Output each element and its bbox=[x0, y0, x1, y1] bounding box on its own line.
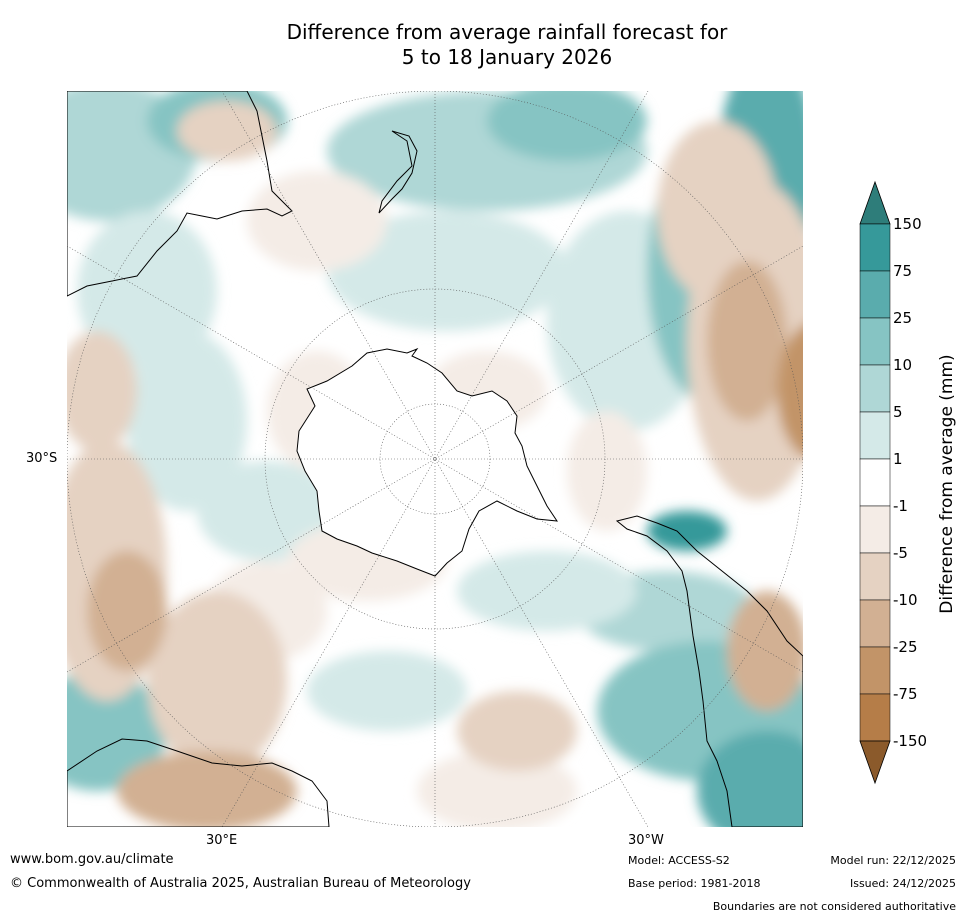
colorbar-extend-bottom bbox=[859, 740, 891, 785]
anomaly-patch bbox=[327, 211, 567, 331]
colorbar-swatch bbox=[859, 317, 891, 366]
anomaly-patch bbox=[127, 331, 247, 511]
footer-model: Model: ACCESS-S2 bbox=[628, 854, 730, 867]
anomaly-patch bbox=[727, 591, 803, 711]
colorbar-swatch bbox=[859, 364, 891, 413]
map-title-line1: Difference from average rainfall forecas… bbox=[286, 20, 728, 44]
new-zealand-coastline bbox=[378, 130, 418, 214]
anomaly-patch bbox=[487, 91, 647, 161]
anomaly-patch bbox=[67, 331, 137, 451]
rainfall-anomaly-map bbox=[67, 91, 803, 827]
colorbar-tick-label: -1 bbox=[893, 497, 908, 515]
colorbar-tick-label: -10 bbox=[893, 591, 918, 609]
colorbar-tick-label: -75 bbox=[893, 685, 918, 703]
map-title-line2: 5 to 18 January 2026 bbox=[401, 45, 613, 69]
anomaly-patch bbox=[567, 411, 647, 531]
lat-label-30s: 30°S bbox=[26, 451, 58, 466]
colorbar-tick-label: 25 bbox=[893, 309, 913, 327]
anomaly-patch bbox=[697, 731, 803, 827]
footer-url[interactable]: www.bom.gov.au/climate bbox=[10, 852, 174, 867]
colorbar-swatch bbox=[859, 693, 891, 742]
anomaly-patch bbox=[417, 751, 577, 827]
footer-issued: Issued: 24/12/2025 bbox=[849, 877, 956, 890]
anomaly-field bbox=[67, 91, 803, 827]
legend-colorbar bbox=[859, 180, 891, 785]
anomaly-patch bbox=[457, 691, 577, 771]
anomaly-patch bbox=[657, 121, 777, 301]
colorbar-swatch bbox=[859, 458, 891, 507]
anomaly-patch bbox=[117, 751, 297, 827]
colorbar-tick-label: 10 bbox=[893, 356, 913, 374]
footer-base-period: Base period: 1981-2018 bbox=[628, 877, 761, 890]
colorbar-tick-label: 1 bbox=[893, 450, 903, 468]
australia-coastline bbox=[67, 91, 293, 297]
footer-model-run: Model run: 22/12/2025 bbox=[830, 854, 956, 867]
anomaly-patch bbox=[647, 511, 727, 551]
colorbar-tick-label: 75 bbox=[893, 262, 913, 280]
footer-copyright: © Commonwealth of Australia 2025, Austra… bbox=[10, 876, 471, 891]
south-america-coastline bbox=[615, 515, 803, 827]
map-title: Difference from average rainfall forecas… bbox=[0, 20, 965, 70]
anomaly-patch bbox=[147, 591, 287, 771]
anomaly-patch bbox=[247, 171, 387, 271]
colorbar-swatch bbox=[859, 411, 891, 460]
colorbar-swatch bbox=[859, 223, 891, 272]
lon-label-30e: 30°E bbox=[206, 833, 238, 848]
antarctica-coastline bbox=[296, 347, 559, 577]
graticule bbox=[67, 91, 803, 827]
anomaly-patch bbox=[307, 651, 467, 731]
anomaly-patch bbox=[197, 461, 337, 561]
colorbar-swatch bbox=[859, 646, 891, 695]
colorbar-extend-top bbox=[859, 180, 891, 225]
anomaly-patch bbox=[177, 101, 277, 161]
legend-title: Difference from average (mm) bbox=[937, 354, 957, 614]
colorbar-swatch bbox=[859, 552, 891, 601]
colorbar-swatch bbox=[859, 505, 891, 554]
colorbar-tick-label: -150 bbox=[893, 732, 928, 750]
anomaly-patch bbox=[707, 261, 787, 421]
lon-label-30w: 30°W bbox=[628, 833, 664, 848]
anomaly-patch bbox=[457, 551, 637, 631]
colorbar-tick-label: 5 bbox=[893, 403, 903, 421]
colorbar-swatch bbox=[859, 599, 891, 648]
colorbar-tick-label: -25 bbox=[893, 638, 918, 656]
colorbar-swatch bbox=[859, 270, 891, 319]
footer-disclaimer: Boundaries are not considered authoritat… bbox=[712, 900, 956, 913]
anomaly-patch bbox=[87, 551, 167, 671]
anomaly-patch bbox=[67, 671, 167, 791]
colorbar-tick-label: 150 bbox=[893, 215, 922, 233]
anomaly-patch bbox=[777, 325, 803, 457]
africa-coastline bbox=[67, 738, 330, 827]
anomaly-patch bbox=[77, 211, 217, 371]
colorbar-tick-label: -5 bbox=[893, 544, 908, 562]
